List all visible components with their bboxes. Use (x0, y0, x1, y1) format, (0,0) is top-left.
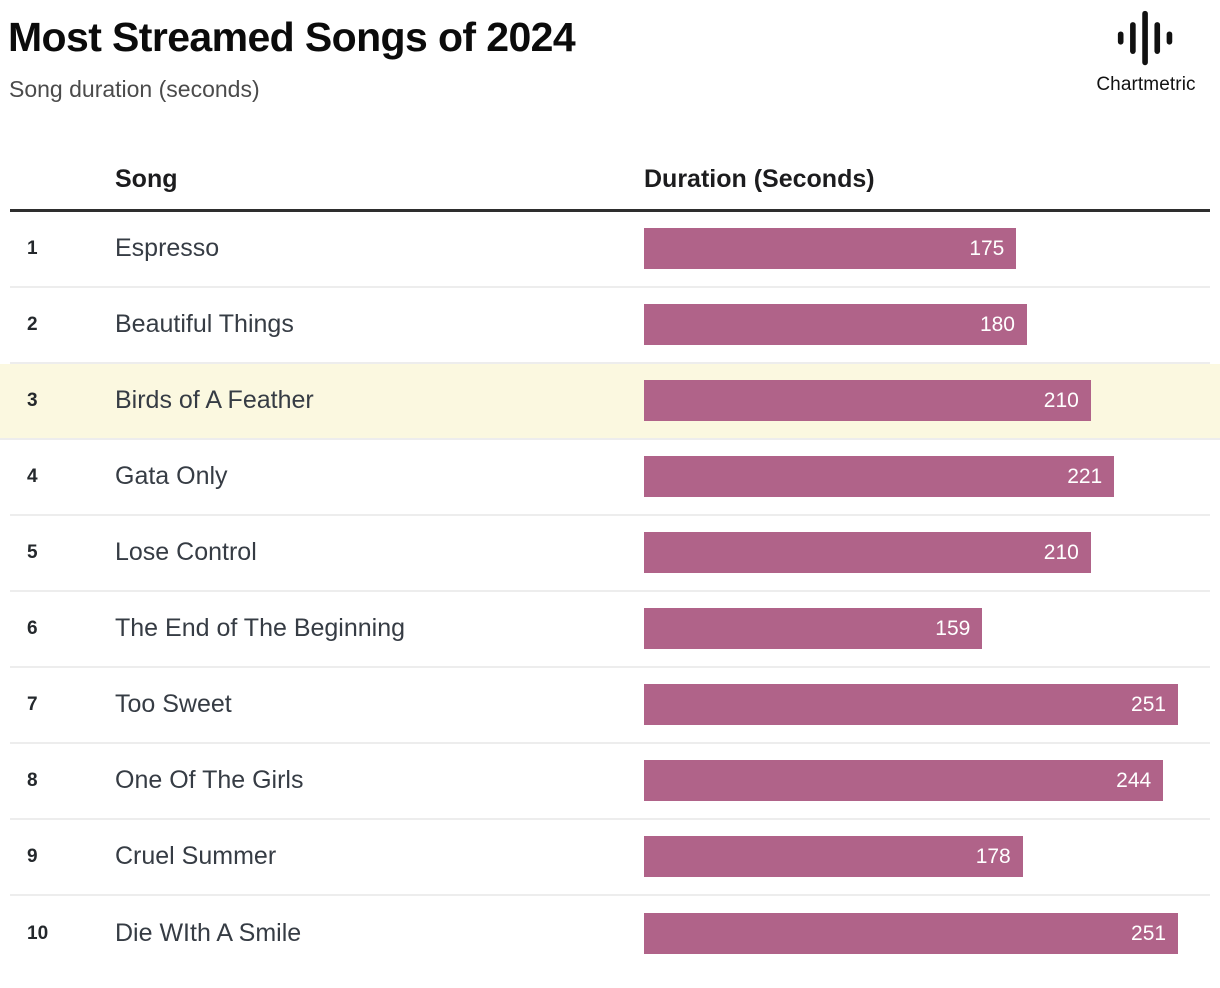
table-row[interactable]: 4 Gata Only 221 (10, 440, 1210, 516)
duration-bar: 210 (644, 532, 1091, 574)
song-name: The End of The Beginning (115, 614, 406, 643)
table-row[interactable]: 5 Lose Control 210 (10, 516, 1210, 592)
column-header-duration: Duration (Seconds) (644, 164, 875, 193)
table-row[interactable]: 1 Espresso 175 (10, 212, 1210, 288)
rank-label: 10 (27, 922, 49, 944)
duration-value: 251 (1131, 921, 1167, 945)
table-row[interactable]: 7 Too Sweet 251 (10, 668, 1210, 744)
duration-bar-track: 180 (644, 304, 1210, 346)
rank-label: 4 (27, 465, 38, 487)
table-row[interactable]: 2 Beautiful Things 180 (10, 288, 1210, 364)
song-name: Die WIth A Smile (115, 919, 302, 948)
song-name: Cruel Summer (115, 842, 277, 871)
duration-value: 175 (969, 236, 1005, 260)
duration-bar-track: 159 (644, 608, 1210, 650)
duration-value: 251 (1131, 692, 1167, 716)
rank-label: 2 (27, 313, 38, 335)
duration-value: 210 (1043, 540, 1079, 564)
table-row[interactable]: 8 One Of The Girls 244 (10, 744, 1210, 820)
duration-bar: 210 (644, 380, 1091, 422)
duration-bar: 159 (644, 608, 983, 650)
table-row[interactable]: 10 Die WIth A Smile 251 (10, 896, 1210, 972)
song-name: Birds of A Feather (115, 386, 314, 415)
duration-bar-track: 251 (644, 684, 1210, 726)
duration-bar: 251 (644, 684, 1179, 726)
rank-label: 3 (27, 389, 38, 411)
duration-bar: 178 (644, 836, 1023, 878)
duration-value: 180 (979, 312, 1015, 336)
song-name: One Of The Girls (115, 766, 304, 795)
duration-bar-track: 251 (644, 913, 1210, 955)
rank-label: 5 (27, 541, 38, 563)
duration-bar: 180 (644, 304, 1027, 346)
duration-value: 244 (1116, 768, 1152, 792)
table-row[interactable]: 9 Cruel Summer 178 (10, 820, 1210, 896)
song-name: Too Sweet (115, 690, 232, 719)
duration-bar: 251 (644, 913, 1179, 955)
page-subtitle: Song duration (seconds) (9, 76, 260, 103)
rank-label: 1 (27, 237, 38, 259)
table-header-row: Song Duration (Seconds) (10, 150, 1210, 212)
rank-label: 8 (27, 769, 38, 791)
rank-label: 6 (27, 617, 38, 639)
duration-bar-track: 210 (644, 380, 1210, 422)
song-name: Gata Only (115, 462, 228, 491)
song-name: Espresso (115, 234, 220, 263)
duration-value: 159 (935, 616, 971, 640)
page-header: Most Streamed Songs of 2024 Song duratio… (0, 0, 1220, 104)
duration-bar-track: 210 (644, 532, 1210, 574)
table-row[interactable]: 6 The End of The Beginning 159 (10, 592, 1210, 668)
rank-label: 7 (27, 693, 38, 715)
table-row-highlighted[interactable]: 3 Birds of A Feather 210 (0, 363, 1220, 440)
column-header-song: Song (115, 164, 178, 193)
duration-bar: 175 (644, 228, 1017, 270)
song-name: Lose Control (115, 538, 257, 567)
duration-bar-track: 175 (644, 228, 1210, 270)
duration-bar-track: 221 (644, 456, 1210, 498)
song-table-body: 1 Espresso 175 2 Beautiful Things 180 3 … (0, 212, 1220, 972)
duration-bar-track: 244 (644, 760, 1210, 802)
duration-bar: 244 (644, 760, 1164, 802)
waveform-icon (1114, 8, 1178, 68)
rank-label: 9 (27, 845, 38, 867)
duration-value: 210 (1043, 388, 1079, 412)
duration-value: 221 (1067, 464, 1103, 488)
duration-bar: 221 (644, 456, 1115, 498)
brand-name: Chartmetric (1096, 74, 1196, 95)
duration-value: 178 (975, 844, 1011, 868)
page-title: Most Streamed Songs of 2024 (8, 14, 576, 60)
chartmetric-logo: Chartmetric (1080, 8, 1212, 96)
duration-bar-track: 178 (644, 836, 1210, 878)
song-name: Beautiful Things (115, 310, 294, 339)
